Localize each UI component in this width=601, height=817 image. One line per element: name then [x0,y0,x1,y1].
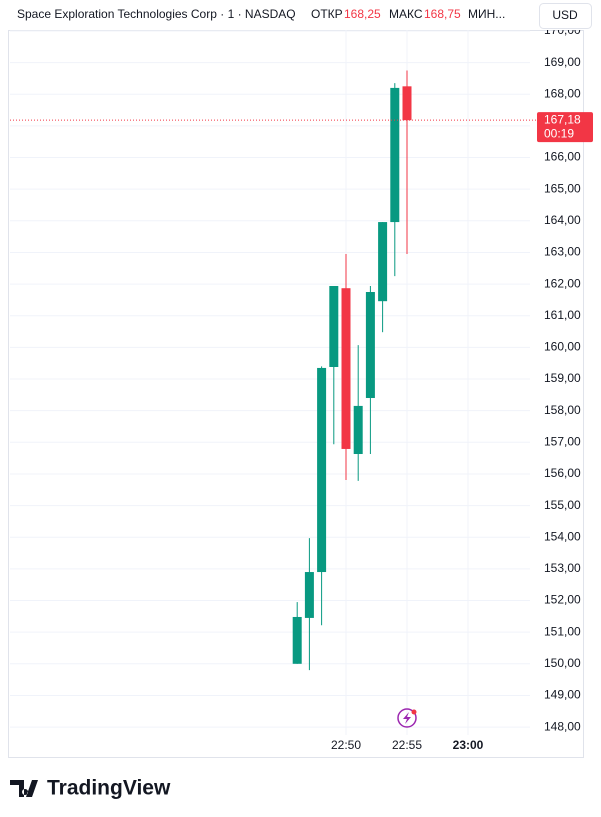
chart-title: Space Exploration Technologies Corp · 1 … [17,7,296,21]
y-tick-label: 162,00 [544,276,581,290]
price-label: 167,18 [544,112,581,126]
y-tick-label: 155,00 [544,498,581,512]
x-tick-label: 22:50 [331,738,361,752]
logo: TradingView [10,777,171,800]
y-tick-label: 168,00 [544,86,581,100]
event-icon [397,708,417,728]
y-tick-label: 154,00 [544,529,581,543]
y-tick-label: 150,00 [544,656,581,670]
y-tick-label: 169,00 [544,55,581,69]
y-tick-label: 161,00 [544,308,581,322]
candle-body [365,292,375,399]
price-badge [537,112,593,143]
x-tick-label: 22:55 [392,738,422,752]
candle-body [292,616,302,664]
high-label: МАКС [389,7,423,21]
open-label: ОТКР [311,7,343,21]
y-tick-label: 149,00 [544,688,581,702]
candle-body [329,285,339,367]
low-label: МИН... [468,7,505,21]
candle-body [317,367,327,573]
y-tick-label: 164,00 [544,213,581,227]
high-value: 168,75 [424,7,461,21]
candle-body [353,405,363,455]
y-tick-label: 156,00 [544,466,581,480]
y-tick-label: 152,00 [544,593,581,607]
currency-button[interactable] [539,3,592,29]
y-tick-label: 151,00 [544,624,581,638]
y-tick-label: 159,00 [544,371,581,385]
y-tick-label: 157,00 [544,434,581,448]
candle-body [402,86,412,121]
header-bg [0,0,601,30]
y-tick-label: 153,00 [544,561,581,575]
open-value: 168,25 [344,7,381,21]
x-tick-label: 23:00 [453,738,484,752]
candle-body [341,288,351,449]
y-tick-label: 158,00 [544,403,581,417]
brand-name: TradingView [47,777,171,800]
candle-body [378,222,388,302]
countdown: 00:19 [544,126,574,140]
y-tick-label: 165,00 [544,181,581,195]
y-tick-label: 160,00 [544,340,581,354]
y-tick-label: 163,00 [544,245,581,259]
y-tick-label: 166,00 [544,150,581,164]
currency[interactable]: USD [552,8,578,22]
y-tick-label: 148,00 [544,719,581,733]
candle-body [304,572,314,618]
candle-body [390,87,400,223]
